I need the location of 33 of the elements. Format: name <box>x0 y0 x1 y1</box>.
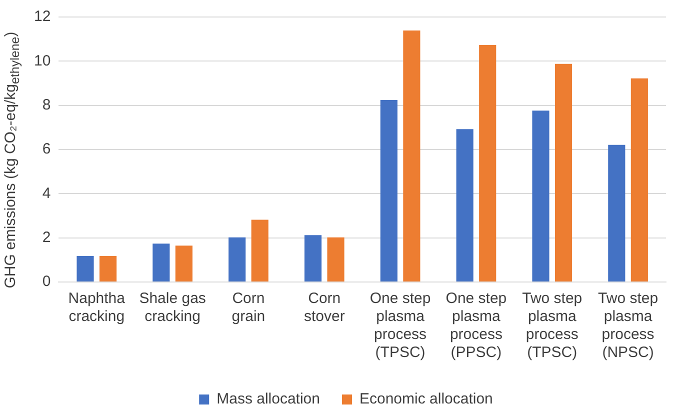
y-tick-label: 0 <box>42 273 51 290</box>
y-tick-label: 6 <box>42 140 51 158</box>
x-tick-label: Two step plasma process (NPSC) <box>598 290 658 362</box>
bar <box>76 256 94 282</box>
y-tick-label: 8 <box>42 96 51 114</box>
legend-label: Mass allocation <box>216 390 320 408</box>
bar <box>152 244 170 282</box>
bar <box>327 237 344 282</box>
bar <box>554 64 572 282</box>
bar <box>251 220 268 282</box>
y-tick-label: 12 <box>34 8 51 26</box>
y-tick-label: 4 <box>42 184 51 202</box>
bar <box>403 30 420 282</box>
legend-label: Economic allocation <box>359 390 493 408</box>
bar <box>228 237 246 282</box>
x-tick-label: Corn stover <box>304 290 345 326</box>
x-tick-label: Naphtha cracking <box>68 290 126 326</box>
x-tick-label: One step plasma process (TPSC) <box>370 290 431 362</box>
bar <box>479 45 496 282</box>
y-tick-label: 10 <box>34 52 51 70</box>
x-tick-label: One step plasma process (PPSC) <box>446 290 507 362</box>
bar <box>175 246 192 282</box>
x-tick-label: Corn grain <box>232 290 266 326</box>
y-tick-label: 2 <box>42 228 51 246</box>
x-tick-label: Shale gas cracking <box>139 290 206 326</box>
x-tick-label: Two step plasma process (TPSC) <box>522 290 582 362</box>
bar <box>608 144 626 282</box>
bar <box>380 100 398 282</box>
bar <box>630 78 648 282</box>
bar <box>304 235 322 282</box>
bar <box>99 256 117 282</box>
bar <box>532 110 550 282</box>
bar <box>456 129 474 282</box>
